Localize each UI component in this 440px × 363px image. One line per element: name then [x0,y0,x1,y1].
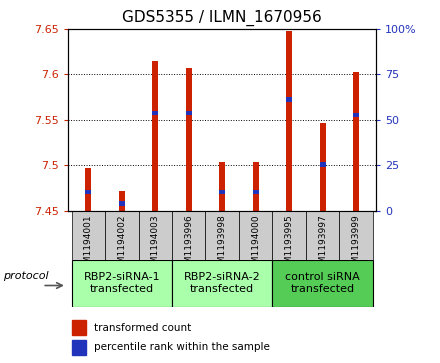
Title: GDS5355 / ILMN_1670956: GDS5355 / ILMN_1670956 [122,10,322,26]
Text: GSM1194003: GSM1194003 [151,215,160,275]
Bar [72,211,105,260]
Text: GSM1194001: GSM1194001 [84,215,93,275]
Bar [186,68,192,211]
Bar [239,211,272,260]
Bar [85,189,92,194]
Text: GSM1193995: GSM1193995 [285,215,293,275]
Bar [119,191,125,211]
Text: percentile rank within the sample: percentile rank within the sample [94,342,270,352]
Text: GSM1194000: GSM1194000 [251,215,260,275]
Bar [72,260,172,307]
Bar [152,61,158,211]
Bar [219,189,225,194]
Bar [105,211,139,260]
Bar [353,72,359,211]
Text: GSM1193999: GSM1193999 [352,215,361,275]
Text: transformed count: transformed count [94,323,191,333]
Bar [205,211,239,260]
Text: protocol: protocol [4,271,49,281]
Bar [186,111,192,115]
Text: GSM1193996: GSM1193996 [184,215,193,275]
Bar [253,162,259,211]
Bar [319,162,326,167]
Bar [172,260,272,307]
Bar [72,340,86,355]
Bar [353,113,359,117]
Bar [85,168,92,211]
Text: GSM1193997: GSM1193997 [318,215,327,275]
Text: control siRNA
transfected: control siRNA transfected [285,272,360,294]
Text: GSM1194002: GSM1194002 [117,215,126,275]
Bar [119,201,125,206]
Text: RBP2-siRNA-1
transfected: RBP2-siRNA-1 transfected [84,272,160,294]
Bar [72,320,86,335]
Bar [286,31,292,211]
Bar [286,97,292,102]
Text: RBP2-siRNA-2
transfected: RBP2-siRNA-2 transfected [184,272,260,294]
Bar [152,111,158,115]
Bar [219,162,225,211]
Bar [253,189,259,194]
Bar [172,211,205,260]
Bar [272,260,373,307]
Bar [319,122,326,211]
Bar [272,211,306,260]
Bar [306,211,339,260]
Text: GSM1193998: GSM1193998 [218,215,227,275]
Bar [139,211,172,260]
Bar [339,211,373,260]
